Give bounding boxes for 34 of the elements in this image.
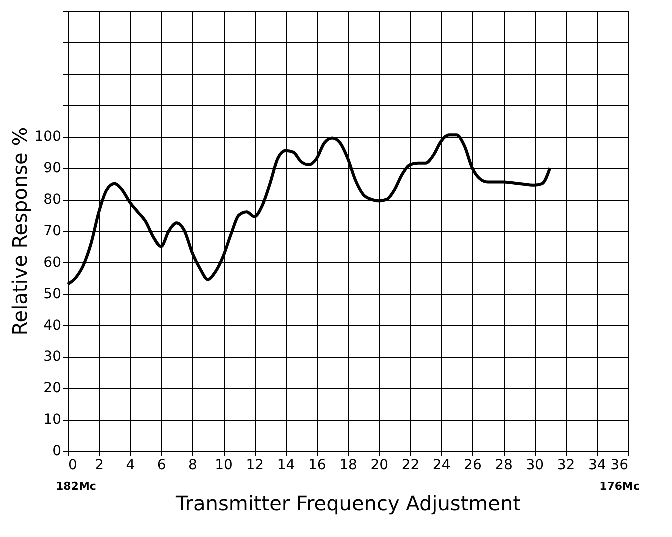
y-tick-label: 0 (52, 444, 62, 460)
y-tick-label: 90 (44, 160, 62, 177)
x-tick-label: 22 (402, 458, 420, 474)
y-tick-label: 70 (44, 224, 62, 240)
y-tick-label: 60 (44, 254, 62, 271)
x-tick-label: 4 (126, 458, 136, 474)
x-tick-label: 2 (95, 458, 104, 474)
x-tick-label: 0 (68, 458, 78, 474)
x-tick-label: 8 (188, 458, 198, 474)
x-tick-label: 26 (464, 458, 482, 474)
x-tick-label: 10 (215, 458, 233, 474)
x-tick-label: 6 (157, 458, 166, 474)
x-tick-label: 28 (495, 458, 513, 474)
y-tick-label: 30 (44, 349, 62, 366)
y-tick-label: 100 (34, 129, 62, 146)
y-tick-label: 40 (44, 318, 62, 334)
text: 176Mc (600, 480, 640, 493)
x-tick-label: 18 (340, 458, 358, 474)
x-tick-label: 34 (588, 458, 606, 474)
x-tick-label: 36 (610, 458, 629, 474)
y-tick-label: 20 (44, 380, 62, 397)
x-tick-label: 24 (432, 458, 451, 474)
x-tick-label: 32 (557, 458, 576, 474)
x-tick-label: 12 (246, 458, 264, 474)
y-tick-label: 50 (44, 286, 62, 302)
text: 182Mc (56, 480, 96, 493)
x-tick-label: 20 (370, 458, 389, 474)
x-tick-label: 16 (308, 458, 326, 474)
x-tick-label: 14 (277, 458, 296, 474)
y-tick-label: 80 (44, 192, 62, 208)
y-axis-title: Relative Response % (8, 127, 32, 336)
x-tick-label: 30 (526, 458, 544, 474)
y-tick-label: 10 (44, 412, 62, 428)
x-axis-title: Transmitter Frequency Adjustment (175, 492, 522, 516)
